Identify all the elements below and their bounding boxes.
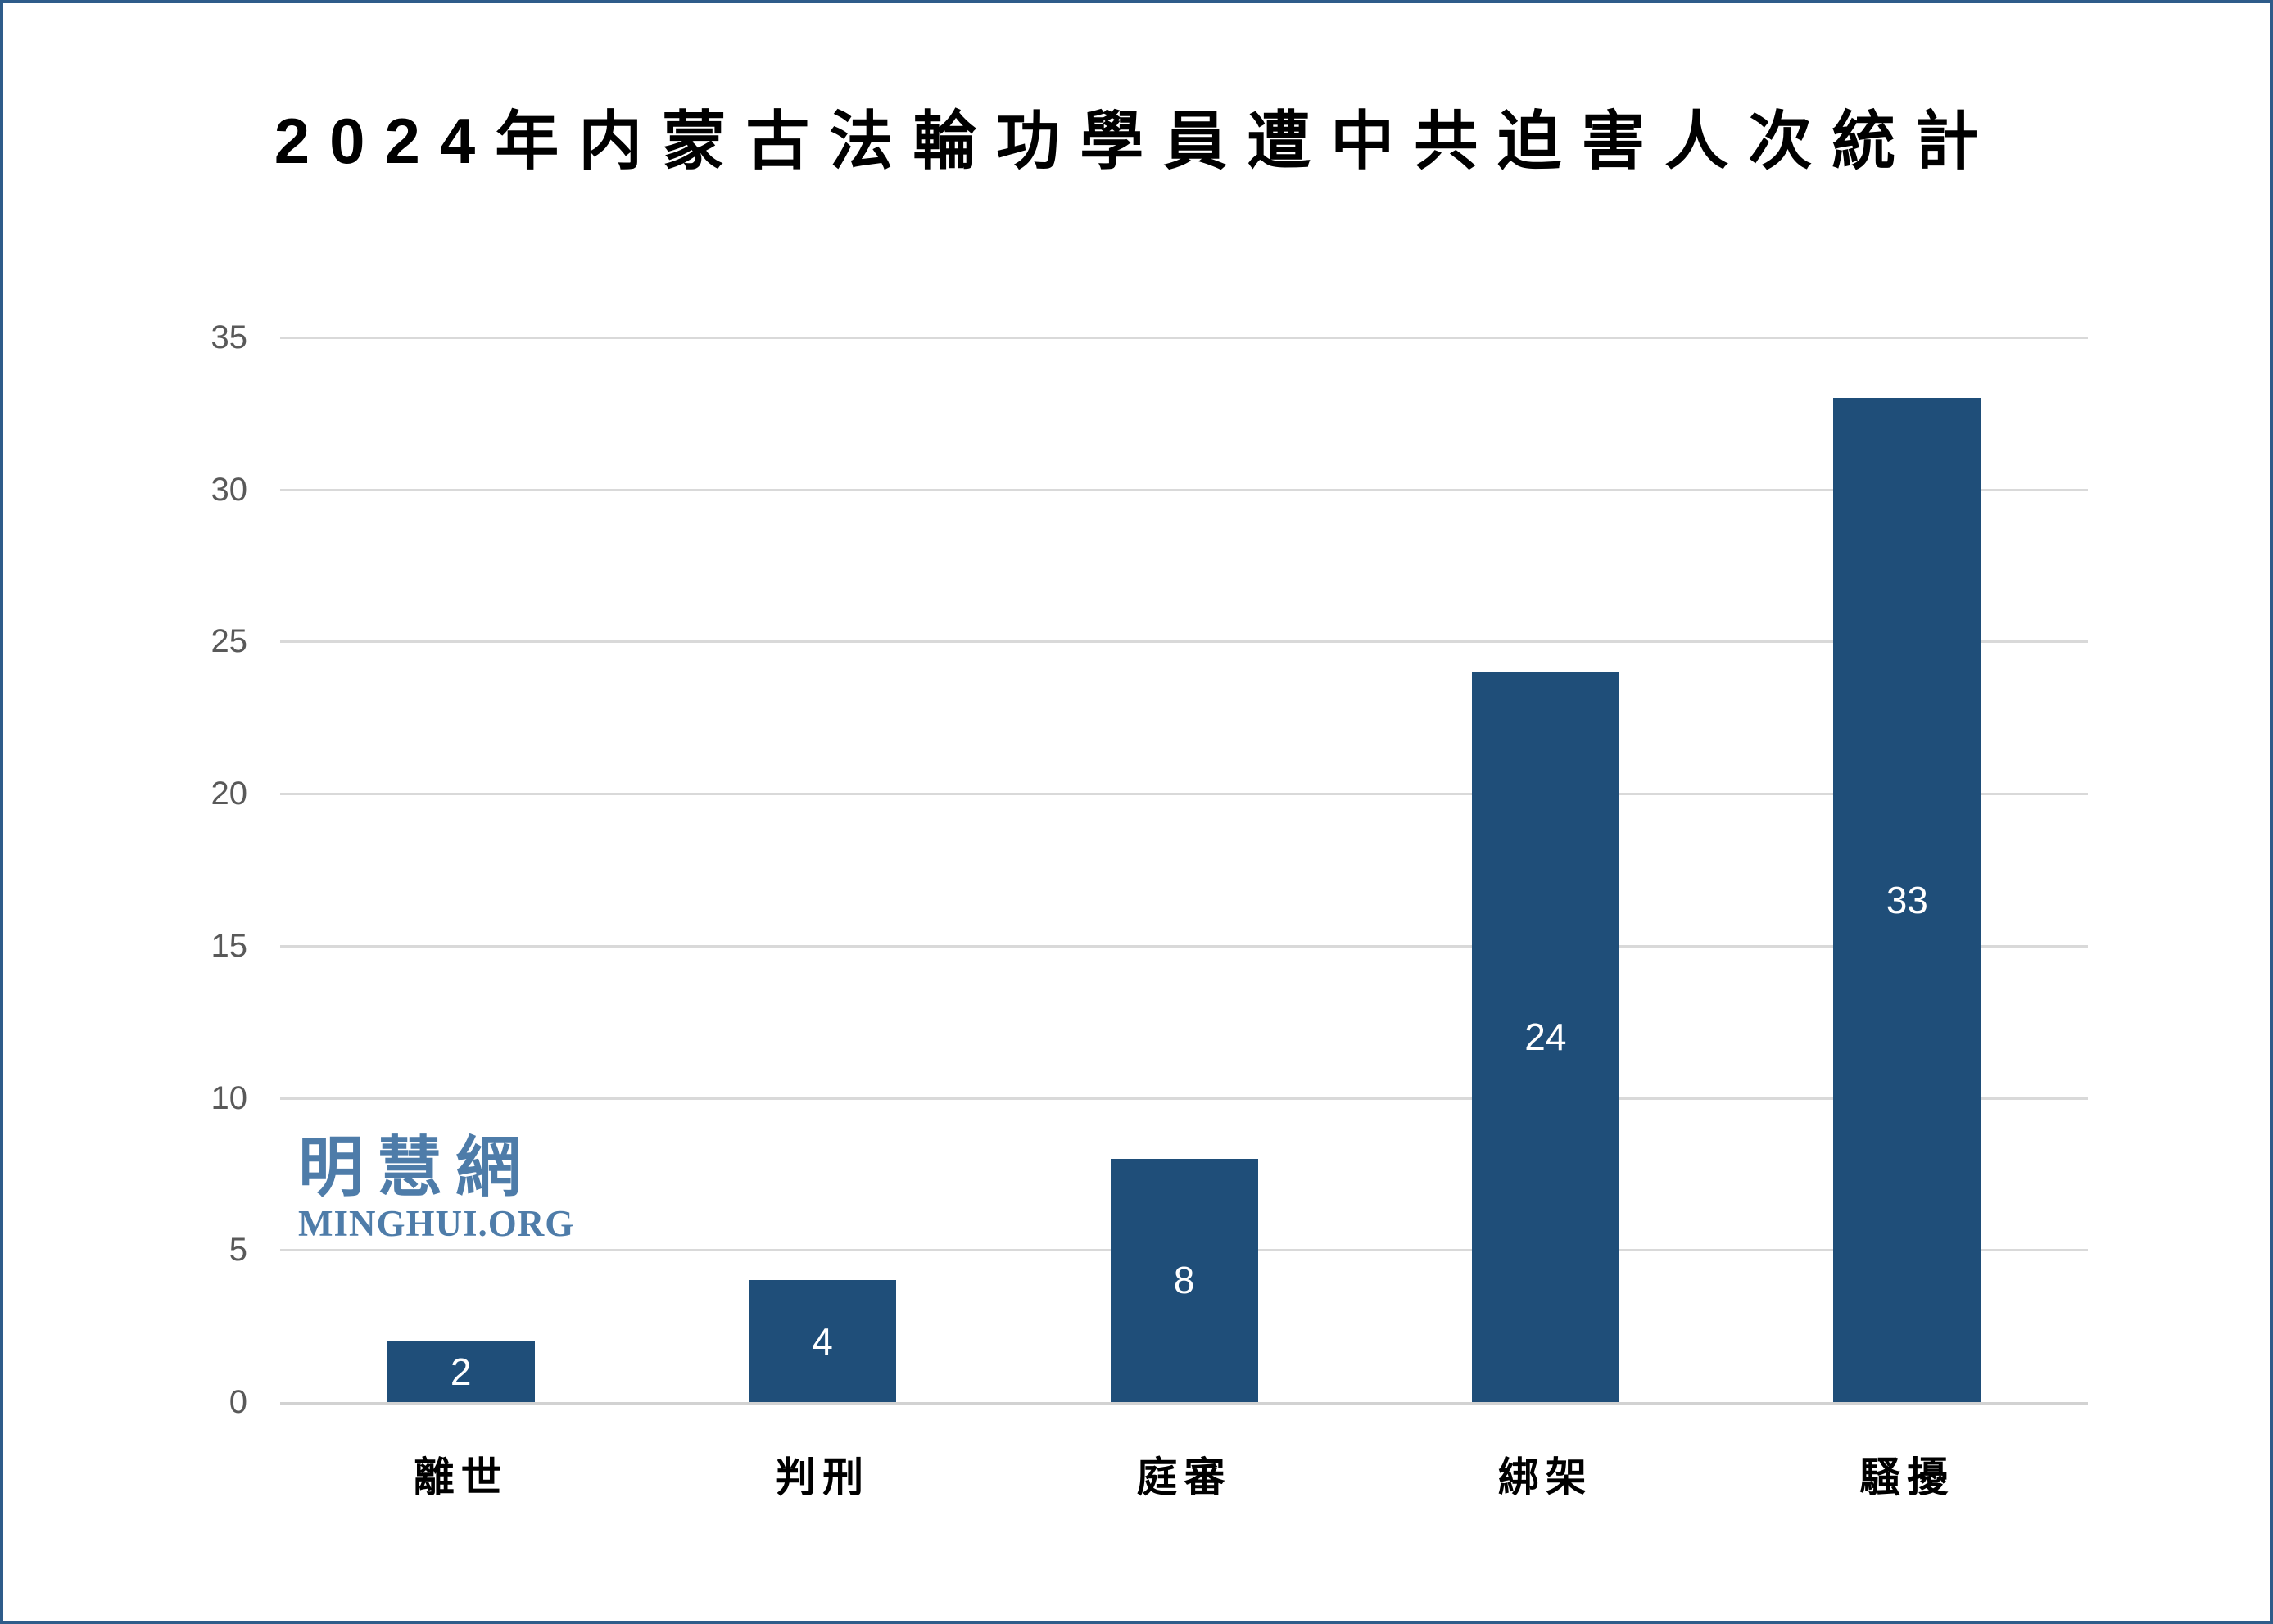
- x-axis-category-label-庭審: 庭審: [1136, 1454, 1232, 1500]
- y-gridline-30: [280, 488, 2088, 491]
- chart-title: 2024年内蒙古法輪功學員遭中共迫害人次統計: [274, 105, 1999, 177]
- y-axis-tick-label-15: 15: [211, 927, 248, 964]
- y-gridline-20: [280, 793, 2088, 796]
- y-gridline-10: [280, 1097, 2088, 1100]
- y-axis-tick-label-25: 25: [211, 623, 248, 660]
- bar-判刑: 4: [749, 1280, 897, 1402]
- y-gridline-25: [280, 640, 2088, 644]
- bar-value-label-離世: 2: [450, 1350, 472, 1393]
- x-axis-category-label-綁架: 綁架: [1497, 1454, 1593, 1500]
- x-axis-line: [280, 1402, 2088, 1405]
- y-axis-tick-label-35: 35: [211, 319, 248, 355]
- y-gridline-35: [280, 337, 2088, 339]
- x-axis-category-label-離世: 離世: [413, 1454, 509, 1500]
- x-axis-category-label-騷擾: 騷擾: [1859, 1454, 1955, 1500]
- y-axis-tick-label-20: 20: [211, 776, 248, 812]
- bar-value-label-騷擾: 33: [1886, 879, 1928, 922]
- bar-value-label-綁架: 24: [1524, 1016, 1567, 1059]
- y-axis-tick-label-0: 0: [229, 1384, 247, 1420]
- bar-綁架: 24: [1471, 672, 1619, 1402]
- plot-area: 0 5 10 15 20 25 30 35 2 離世 4 判刑 8 庭審 24 綁架 33 騷擾: [211, 321, 2088, 1500]
- bar-騷擾: 33: [1833, 398, 1981, 1402]
- y-axis-tick-label-5: 5: [229, 1232, 247, 1269]
- bar-庭審: 8: [1110, 1158, 1258, 1402]
- bar-value-label-判刑: 4: [812, 1319, 833, 1363]
- y-axis-tick-label-10: 10: [211, 1079, 248, 1116]
- y-axis-tick-label-30: 30: [211, 471, 248, 508]
- y-gridline-15: [280, 944, 2088, 948]
- bar-value-label-庭審: 8: [1173, 1259, 1195, 1302]
- x-axis-category-label-判刑: 判刑: [775, 1454, 871, 1500]
- bar-離世: 2: [387, 1341, 535, 1402]
